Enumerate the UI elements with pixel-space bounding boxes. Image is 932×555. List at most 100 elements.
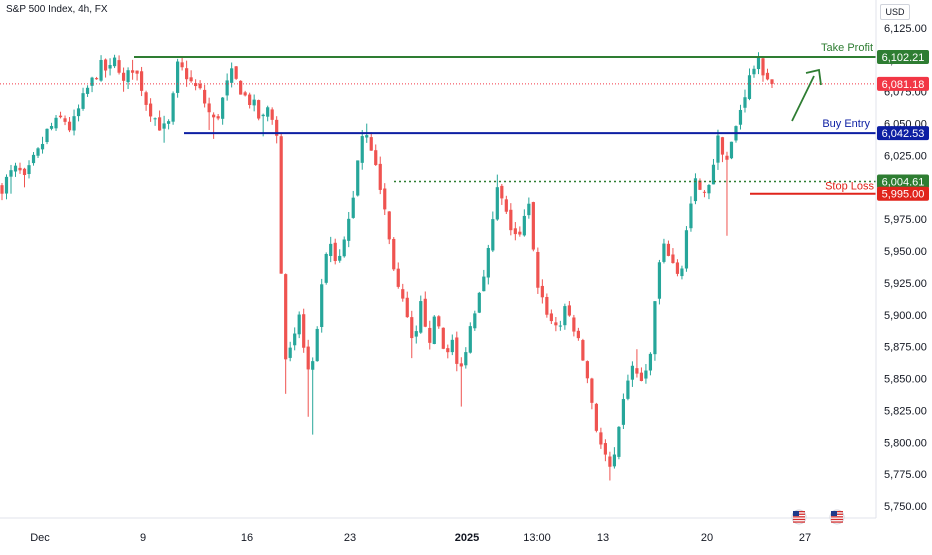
candle-body — [567, 305, 571, 316]
candle-body — [684, 230, 689, 269]
candle-body — [121, 72, 126, 81]
candle-body — [54, 117, 58, 129]
candle-body — [302, 314, 306, 348]
candle-body — [85, 87, 90, 94]
candle-body — [158, 117, 162, 131]
candle-body — [459, 363, 463, 367]
candle-body — [180, 62, 184, 68]
candle-body — [76, 108, 81, 117]
candle-body — [635, 368, 639, 374]
time-tick-label: 9 — [140, 532, 146, 544]
time-tick-label: 23 — [344, 532, 356, 544]
candle-body — [171, 93, 175, 122]
candle-body — [513, 228, 517, 235]
candle-body — [139, 71, 144, 91]
candle-body — [450, 339, 454, 353]
candle-body — [153, 118, 157, 120]
buy-entry-label: Buy Entry — [822, 118, 870, 130]
candle-body — [148, 103, 153, 117]
arrow-head-icon — [805, 68, 822, 86]
candle-body — [130, 70, 135, 73]
candle-body — [545, 296, 549, 315]
candle-body — [504, 199, 508, 212]
candle-body — [176, 61, 180, 93]
candle-body — [689, 203, 693, 229]
candle-body — [590, 378, 594, 403]
candle-body — [464, 352, 468, 366]
price-tick-label: 5,875.00 — [884, 342, 927, 354]
flag-stripe — [831, 516, 843, 518]
candle-body — [333, 242, 337, 262]
candle-body — [279, 136, 283, 274]
candle-body — [225, 80, 229, 96]
candle-body — [58, 115, 63, 118]
candle-body — [356, 160, 360, 196]
candle-body — [495, 187, 499, 220]
candle-body — [0, 185, 4, 194]
buy-entry-price-tag: 6,042.53 — [882, 128, 925, 140]
candle-body — [212, 114, 216, 118]
candle-body — [221, 97, 225, 119]
candle-body — [315, 328, 319, 362]
currency-selector[interactable]: USD — [880, 4, 910, 20]
candle-body — [738, 109, 743, 125]
candle-body — [311, 361, 315, 370]
candle-body — [162, 123, 166, 129]
candle-body — [518, 231, 522, 235]
price-tick-label: 5,925.00 — [884, 278, 927, 290]
candle-body — [603, 443, 607, 455]
candle-body — [572, 317, 576, 332]
candle-body — [18, 167, 22, 171]
candle-body — [716, 135, 720, 163]
candle-body — [419, 301, 423, 333]
candle-body — [747, 75, 752, 99]
candle-body — [392, 238, 396, 270]
candle-body — [500, 185, 504, 199]
candle-body — [13, 165, 18, 172]
candle-body — [117, 60, 121, 73]
candle-body — [40, 143, 45, 150]
candle-body — [293, 333, 297, 346]
candle-body — [365, 135, 369, 138]
candle-body — [189, 77, 193, 82]
candle-body — [230, 68, 234, 83]
price-tick-label: 5,950.00 — [884, 246, 927, 258]
candle-body — [320, 284, 324, 327]
candle-body — [329, 243, 333, 257]
candle-body — [266, 107, 270, 117]
candle-body — [63, 118, 67, 122]
price-tick-label: 5,975.00 — [884, 214, 927, 226]
candle-body — [414, 331, 418, 337]
candle-body — [378, 163, 382, 190]
candle-body — [702, 191, 707, 193]
candle-body — [4, 176, 9, 194]
candle-body — [270, 109, 274, 120]
candle-body — [720, 137, 725, 155]
candle-body — [662, 243, 666, 262]
candle-body — [509, 209, 513, 231]
candle-body — [468, 326, 472, 353]
candle-body — [347, 218, 351, 241]
candle-body — [576, 330, 580, 339]
candle-body — [446, 348, 450, 353]
candle-body — [554, 322, 558, 326]
stop-loss-price-tag: 5,995.00 — [882, 189, 925, 201]
candle-body — [752, 68, 756, 75]
candle-body — [761, 58, 765, 76]
candle-body — [49, 126, 54, 129]
projection-arrow-icon — [791, 75, 815, 122]
candle-body — [428, 327, 432, 343]
time-tick-label: 16 — [241, 532, 253, 544]
us-flag-icon[interactable] — [791, 509, 807, 525]
us-flag-icon[interactable] — [829, 509, 845, 525]
price-tick-label: 5,775.00 — [884, 469, 927, 481]
candle-body — [383, 188, 387, 210]
candle-body — [90, 77, 94, 86]
flag-stripe — [831, 518, 843, 521]
candle-body — [126, 70, 130, 83]
price-tick-label: 5,900.00 — [884, 310, 927, 322]
chart-title: S&P 500 Index, 4h, FX — [6, 4, 108, 15]
candle-body — [9, 170, 13, 177]
